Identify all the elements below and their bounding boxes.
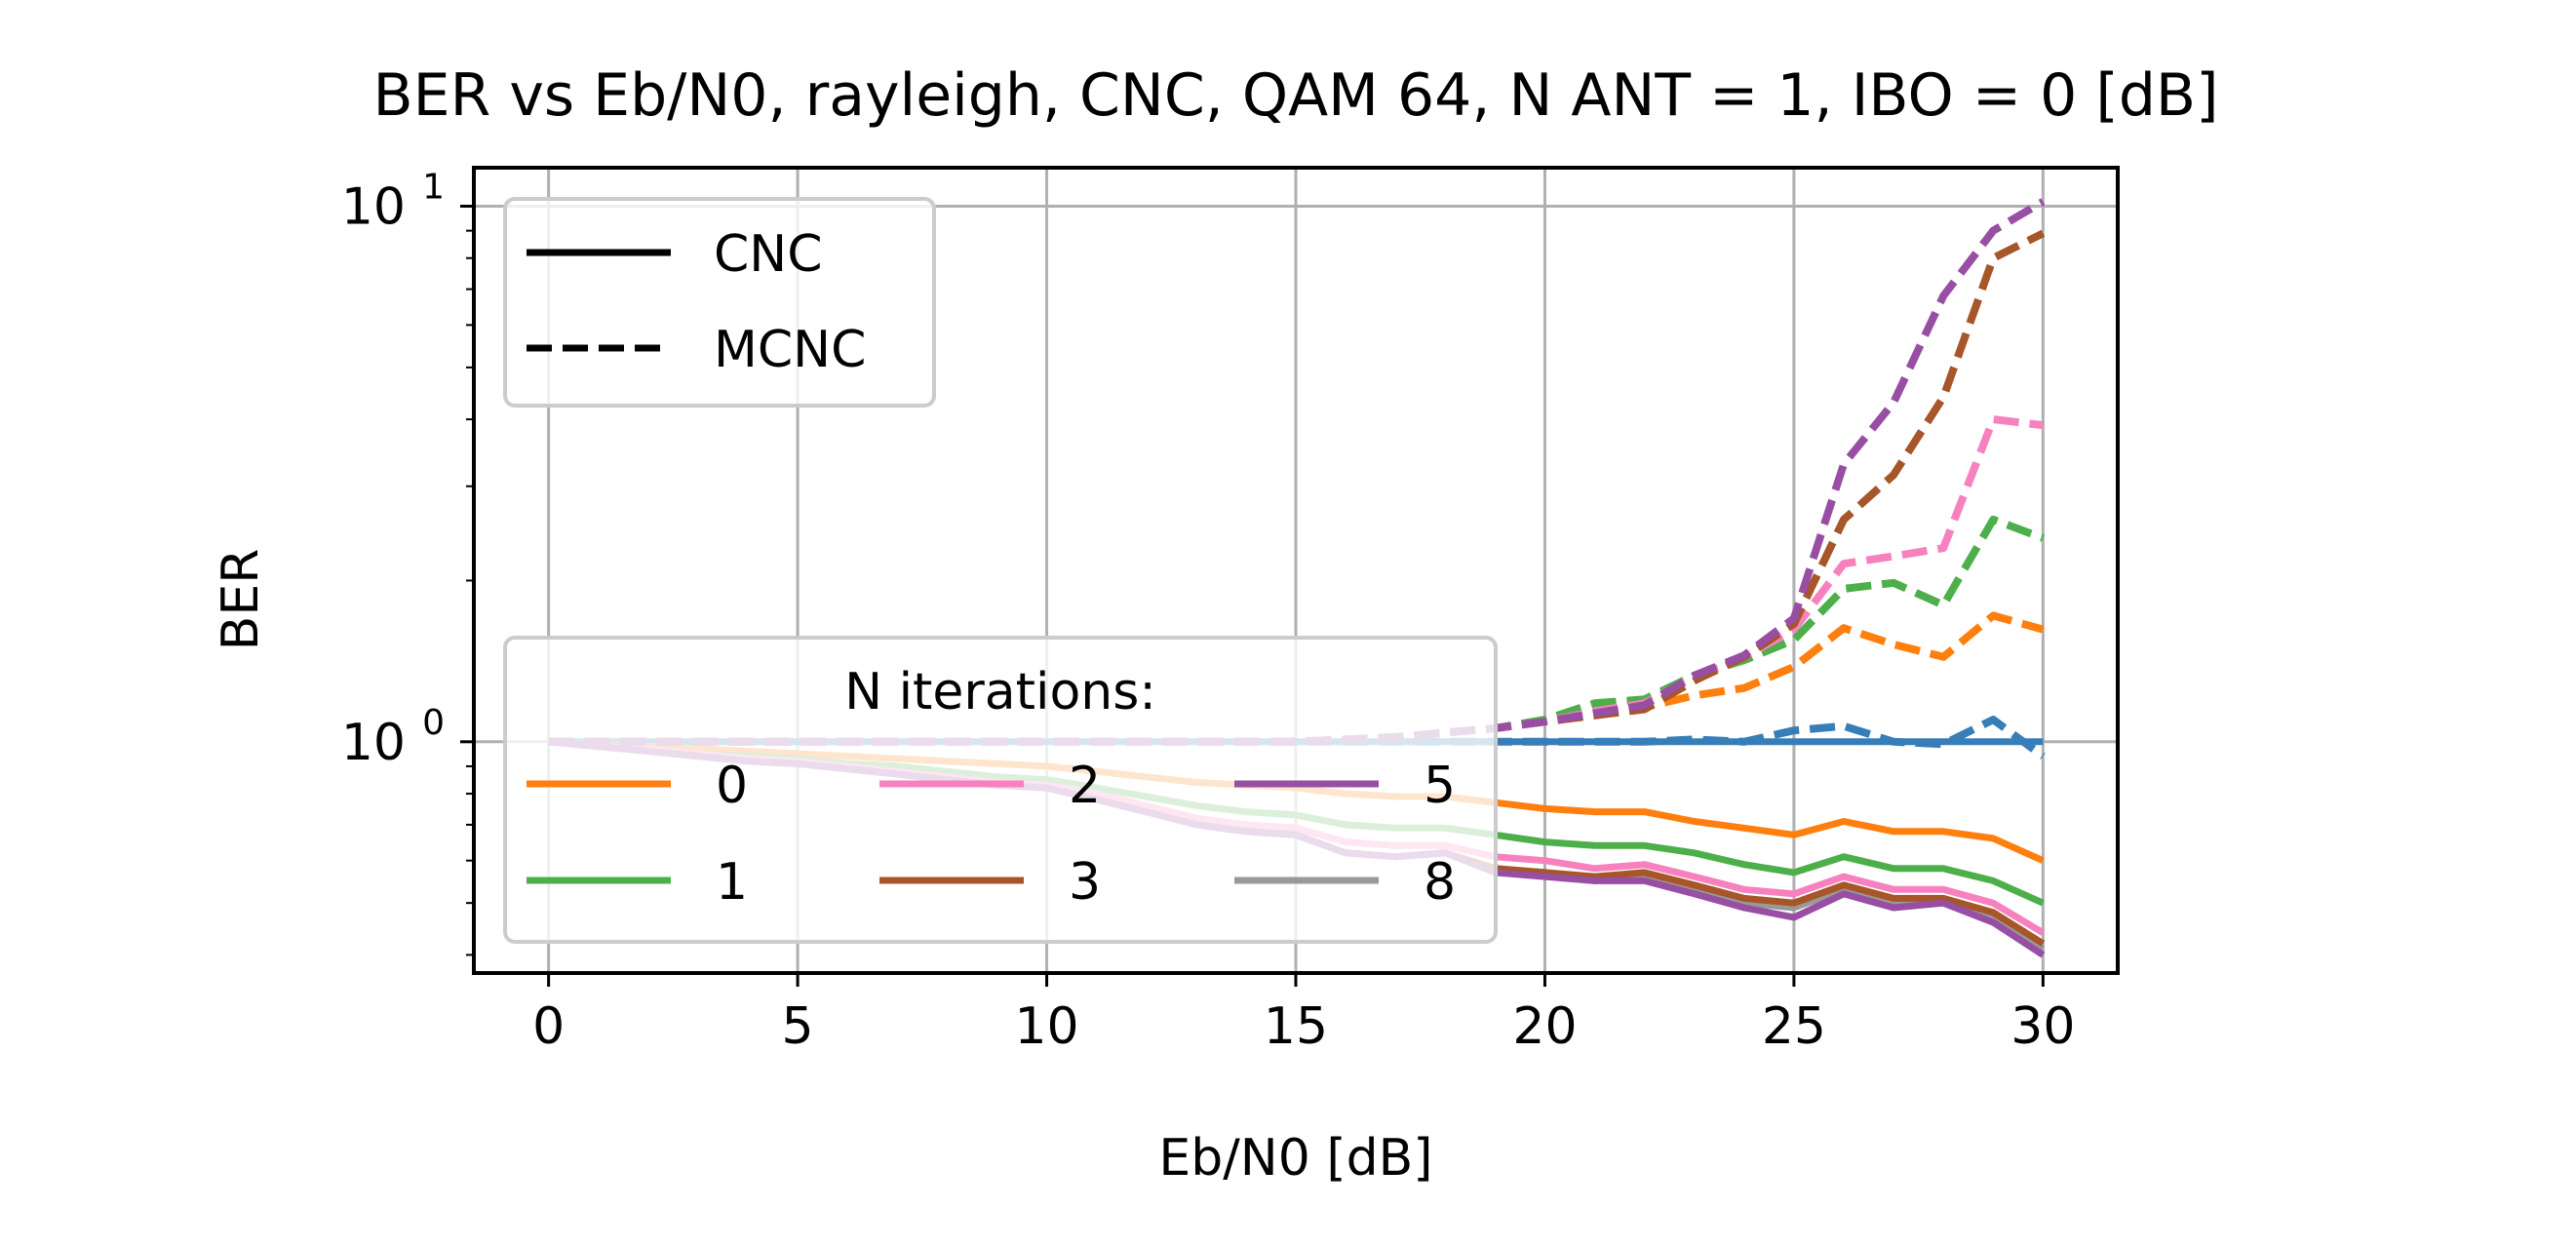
x-tick-label: 5 bbox=[782, 997, 814, 1056]
y-tick-label: 10 bbox=[341, 177, 406, 236]
legend-label-iter-8: 8 bbox=[1424, 853, 1456, 912]
x-tick-label: 0 bbox=[532, 997, 565, 1056]
x-tick-label: 10 bbox=[1014, 997, 1078, 1056]
iterations-legend-title: N iterations: bbox=[844, 663, 1156, 721]
x-tick-label: 15 bbox=[1264, 997, 1328, 1056]
series-line-dashed-5 bbox=[548, 198, 2046, 746]
style-legend: CNC MCNC bbox=[503, 197, 936, 408]
legend-label-mcnc: MCNC bbox=[714, 321, 866, 379]
legend-label-cnc: CNC bbox=[714, 225, 823, 284]
legend-label-iter-5: 5 bbox=[1424, 757, 1456, 815]
iterations-legend-entries: 0 2 5 1 3 8 bbox=[527, 757, 1456, 912]
y-tick-label: 10 bbox=[341, 714, 406, 772]
y-tick-exponent: 0 bbox=[422, 703, 445, 743]
y-axis-label: BER bbox=[212, 549, 270, 651]
series-line-dashed-3 bbox=[548, 229, 2046, 746]
legend-label-iter-2: 2 bbox=[1069, 757, 1101, 815]
iterations-legend: N iterations: 0 2 5 1 3 8 bbox=[503, 636, 1498, 944]
x-axis-label: Eb/N0 [dB] bbox=[1158, 1129, 1432, 1188]
legend-label-iter-0: 0 bbox=[716, 757, 748, 815]
x-tick-label: 30 bbox=[2010, 997, 2075, 1056]
legend-label-iter-3: 3 bbox=[1069, 853, 1101, 912]
x-tick-label: 25 bbox=[1762, 997, 1826, 1056]
y-tick-exponent: 1 bbox=[422, 167, 445, 207]
legend-label-iter-1: 1 bbox=[716, 853, 748, 912]
series-line-dashed-2 bbox=[548, 415, 2044, 746]
x-tick-label: 20 bbox=[1512, 997, 1577, 1056]
iterations-legend-frame bbox=[503, 636, 1498, 944]
chart-title: BER vs Eb/N0, rayleigh, CNC, QAM 64, N A… bbox=[373, 61, 2219, 130]
series-line-dashed-ref bbox=[548, 716, 2046, 760]
